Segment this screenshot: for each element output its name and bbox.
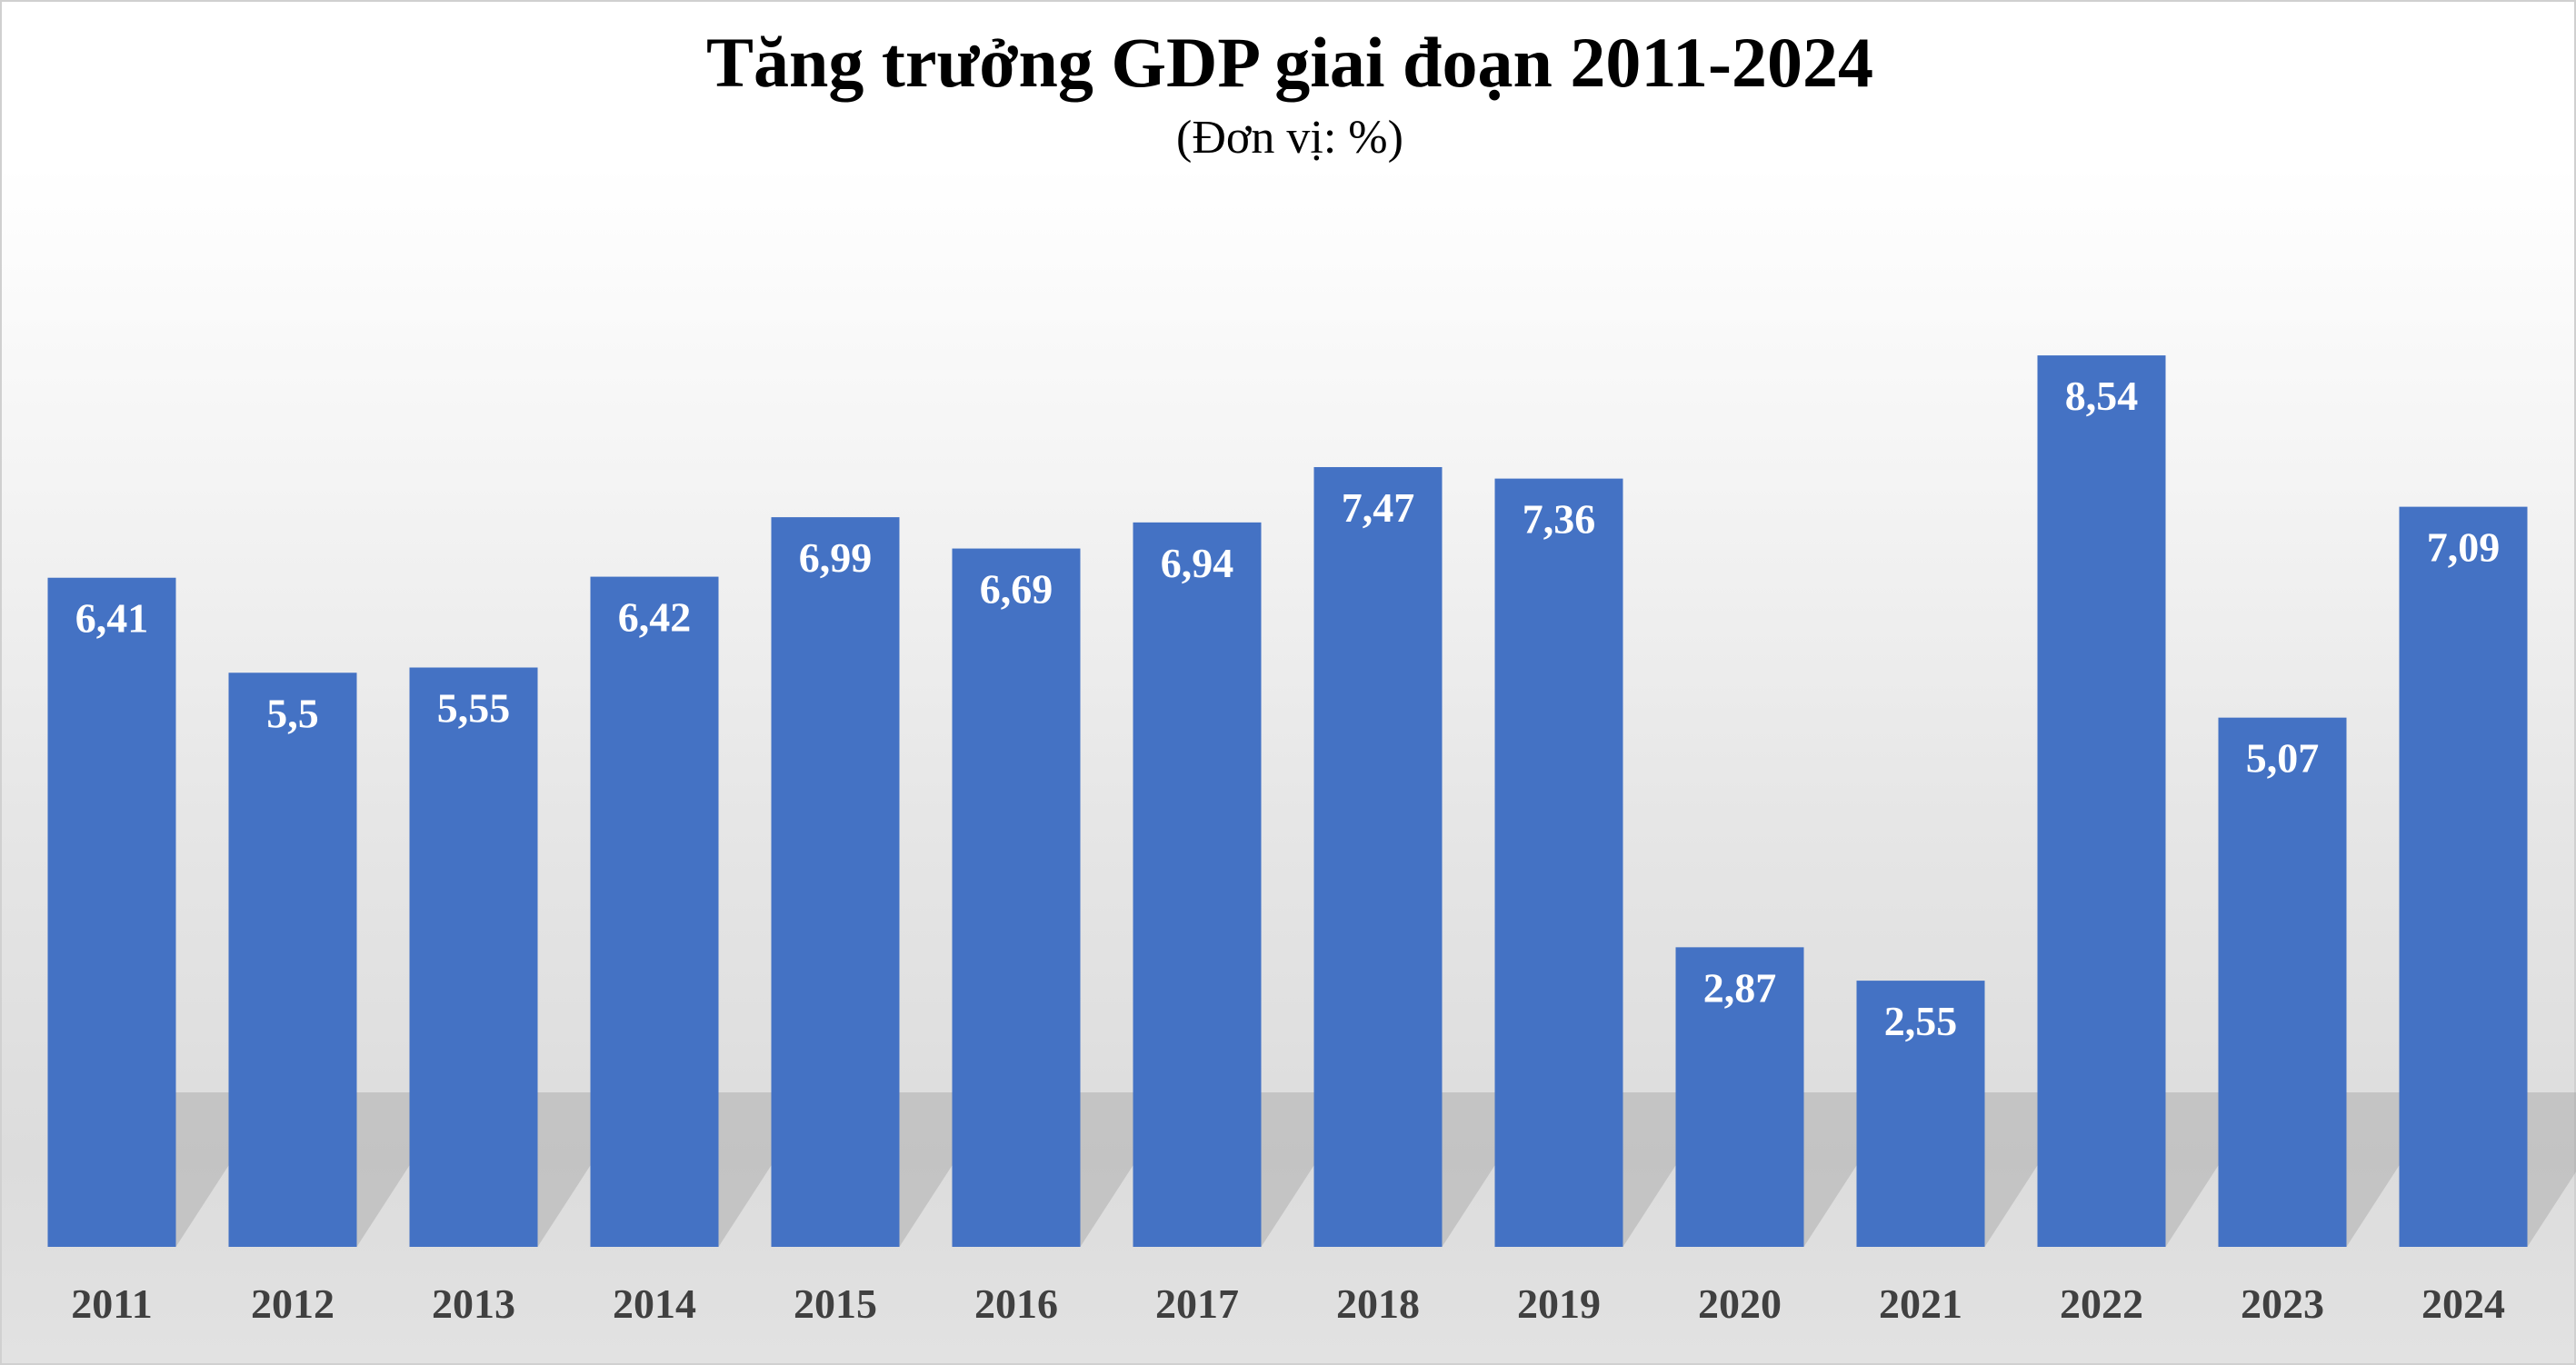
bar-2024 xyxy=(2399,506,2528,1247)
data-label-2014: 6,42 xyxy=(618,594,692,641)
x-tick-2018: 2018 xyxy=(1336,1280,1420,1327)
x-tick-2011: 2011 xyxy=(71,1280,152,1327)
bar-2012 xyxy=(228,673,357,1247)
bar-labels: 6,41 5,5 5,55 6,42 6,99 6,69 6,94 7,47 7,36 2,87 2… xyxy=(75,373,2501,1044)
x-tick-2024: 2024 xyxy=(2421,1280,2505,1327)
bars xyxy=(47,355,2528,1248)
data-label-2017: 6,94 xyxy=(1161,540,1234,586)
bar-2017 xyxy=(1133,522,1262,1247)
x-tick-2014: 2014 xyxy=(613,1280,696,1327)
data-label-2011: 6,41 xyxy=(75,595,149,642)
bar-2022 xyxy=(2037,355,2166,1248)
data-label-2020: 2,87 xyxy=(1703,964,1777,1011)
data-label-2024: 7,09 xyxy=(2427,524,2501,571)
data-label-2018: 7,47 xyxy=(1342,484,1415,531)
x-tick-2022: 2022 xyxy=(2060,1280,2143,1327)
bar-2013 xyxy=(409,667,538,1247)
data-label-2019: 7,36 xyxy=(1523,496,1596,543)
bar-2020 xyxy=(1675,947,1804,1247)
chart-subtitle: (Đơn vị: %) xyxy=(1176,112,1403,164)
x-tick-2015: 2015 xyxy=(794,1280,877,1327)
data-label-2021: 2,55 xyxy=(1884,998,1958,1044)
x-tick-2013: 2013 xyxy=(432,1280,515,1327)
x-tick-2023: 2023 xyxy=(2241,1280,2324,1327)
bar-2014 xyxy=(590,576,719,1247)
x-tick-2016: 2016 xyxy=(974,1280,1058,1327)
x-tick-2021: 2021 xyxy=(1879,1280,1962,1327)
data-label-2012: 5,5 xyxy=(266,690,319,736)
chart-title: Tăng trưởng GDP giai đoạn 2011-2024 xyxy=(706,23,1873,102)
data-label-2013: 5,55 xyxy=(437,685,511,732)
bar-2011 xyxy=(47,577,176,1247)
data-label-2022: 8,54 xyxy=(2065,373,2139,419)
data-label-2023: 5,07 xyxy=(2246,735,2320,782)
x-tick-2012: 2012 xyxy=(251,1280,334,1327)
data-label-2016: 6,69 xyxy=(980,566,1053,613)
x-axis-tick-labels: 2011 2012 2013 2014 2015 2016 2017 2018 2019 2020… xyxy=(71,1280,2505,1327)
x-tick-2020: 2020 xyxy=(1698,1280,1782,1327)
bar-2023 xyxy=(2218,717,2347,1247)
bar-2021 xyxy=(1856,981,1985,1247)
bar-2018 xyxy=(1313,466,1443,1247)
data-label-2015: 6,99 xyxy=(799,534,873,581)
bar-2015 xyxy=(771,517,900,1247)
x-tick-2019: 2019 xyxy=(1517,1280,1601,1327)
bar-2019 xyxy=(1494,478,1623,1247)
bar-2016 xyxy=(952,548,1081,1247)
x-tick-2017: 2017 xyxy=(1155,1280,1239,1327)
